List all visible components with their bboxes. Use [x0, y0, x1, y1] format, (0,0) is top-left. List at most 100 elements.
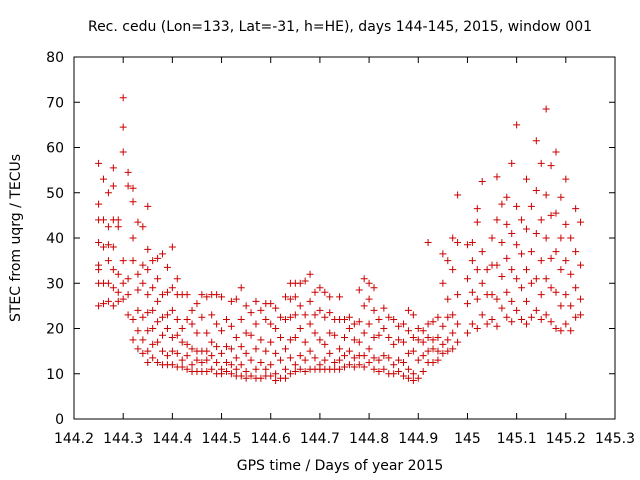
y-tick-label: 50 [46, 186, 64, 202]
data-point [390, 340, 398, 348]
y-axis-label: STEC from uqrg / TECUs [8, 154, 24, 322]
data-point [114, 288, 122, 296]
data-point [493, 173, 501, 181]
data-point [134, 345, 142, 353]
data-points [95, 94, 585, 385]
data-point [257, 374, 265, 382]
data-point [232, 334, 240, 342]
data-point [468, 257, 476, 265]
data-point [154, 275, 162, 283]
data-point [134, 306, 142, 314]
x-tick-label: 145 [454, 431, 481, 447]
data-point [134, 218, 142, 226]
data-point [400, 320, 408, 328]
data-point [341, 334, 348, 342]
y-tick-label: 20 [46, 322, 64, 338]
data-point [252, 320, 260, 328]
data-point [385, 334, 393, 342]
data-point [345, 313, 353, 321]
data-point [242, 367, 250, 375]
data-point [567, 302, 575, 310]
data-point [144, 202, 152, 210]
data-point [149, 354, 157, 362]
data-point [365, 320, 373, 328]
data-point [390, 370, 398, 378]
data-point [203, 356, 211, 364]
data-point [281, 315, 289, 323]
data-point [311, 329, 319, 337]
data-point [222, 315, 230, 323]
data-point [188, 306, 196, 314]
data-point [577, 311, 585, 319]
data-point [144, 347, 152, 355]
data-point [247, 372, 255, 380]
data-point [100, 243, 108, 251]
data-point [513, 306, 521, 314]
data-point [124, 291, 132, 299]
data-point [134, 327, 142, 335]
data-point [232, 354, 240, 362]
data-point [409, 311, 417, 319]
data-point [527, 279, 535, 287]
data-point [242, 302, 250, 310]
data-point [409, 377, 417, 385]
data-point [267, 320, 275, 328]
data-point [159, 347, 167, 355]
data-point [444, 336, 452, 344]
data-point [286, 313, 294, 321]
data-point [213, 358, 221, 366]
data-point [557, 302, 565, 310]
data-point [262, 365, 270, 373]
data-point [404, 349, 412, 357]
data-point [488, 315, 496, 323]
data-point [183, 365, 191, 373]
data-point [114, 270, 122, 278]
y-tick-label: 70 [46, 95, 64, 111]
data-point [129, 315, 137, 323]
data-point [522, 320, 530, 328]
y-tick-label: 0 [55, 412, 64, 428]
data-point [104, 223, 112, 231]
data-point [444, 313, 452, 321]
data-point [419, 327, 427, 335]
x-tick-label: 144.8 [349, 431, 389, 447]
data-point [227, 322, 235, 330]
data-point [218, 327, 226, 335]
data-point [336, 356, 344, 364]
data-point [257, 336, 265, 344]
data-point [360, 329, 368, 337]
x-tick-label: 144.2 [54, 431, 94, 447]
data-point [395, 322, 403, 330]
data-point [321, 313, 329, 321]
data-point [227, 297, 235, 305]
data-point [154, 254, 162, 262]
data-point [355, 338, 363, 346]
data-point [572, 205, 580, 213]
data-point [139, 261, 147, 269]
data-point [109, 182, 117, 190]
data-point [272, 370, 280, 378]
data-point [262, 315, 270, 323]
data-point [311, 354, 319, 362]
data-point [183, 340, 191, 348]
data-point [311, 288, 319, 296]
data-point [173, 275, 181, 283]
data-point [227, 345, 235, 353]
data-point [483, 320, 491, 328]
data-point [227, 370, 235, 378]
data-point [454, 191, 462, 199]
data-point [434, 356, 442, 364]
data-point [503, 220, 511, 228]
data-point [129, 336, 137, 344]
data-point [498, 200, 506, 208]
x-tick-label: 144.5 [201, 431, 241, 447]
data-point [203, 329, 211, 337]
x-tick-label: 145.3 [595, 431, 635, 447]
data-point [109, 266, 117, 274]
data-point [149, 284, 157, 292]
data-point [183, 315, 191, 323]
data-point [557, 327, 565, 335]
data-point [242, 349, 250, 357]
